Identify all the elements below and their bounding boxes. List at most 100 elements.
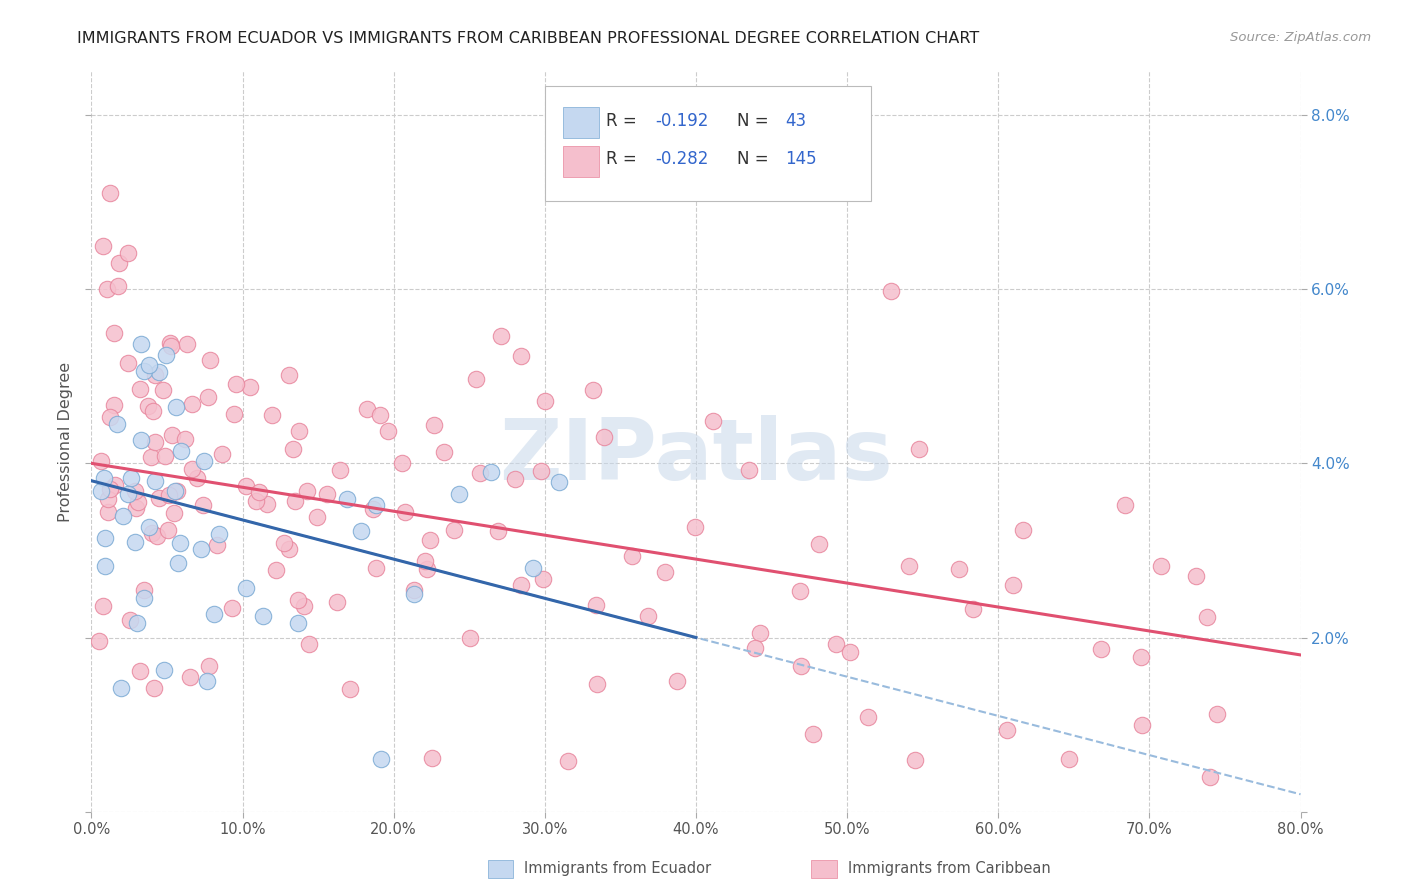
Point bbox=[117, 246, 139, 260]
Point bbox=[789, 584, 811, 599]
Point bbox=[190, 542, 212, 557]
Point bbox=[621, 549, 644, 564]
Point bbox=[239, 380, 262, 394]
Point bbox=[166, 483, 188, 498]
Point bbox=[132, 591, 155, 605]
Point bbox=[801, 727, 824, 741]
Point bbox=[117, 356, 139, 370]
Point bbox=[205, 538, 228, 552]
Point bbox=[364, 498, 387, 512]
Point bbox=[97, 491, 120, 506]
Point bbox=[202, 607, 225, 621]
Point bbox=[1114, 498, 1136, 512]
Point bbox=[186, 470, 208, 484]
Point bbox=[198, 352, 221, 367]
Point bbox=[138, 358, 160, 372]
Point bbox=[1012, 523, 1035, 537]
Point bbox=[370, 408, 392, 422]
Point bbox=[287, 593, 309, 607]
Point bbox=[585, 598, 607, 612]
Point bbox=[904, 753, 927, 767]
Point bbox=[103, 326, 125, 340]
Point bbox=[339, 682, 361, 697]
Point bbox=[962, 601, 984, 615]
Point bbox=[103, 398, 125, 412]
Point bbox=[143, 368, 166, 383]
Point bbox=[211, 447, 233, 461]
Point bbox=[443, 523, 465, 537]
Point bbox=[193, 453, 215, 467]
Point bbox=[132, 364, 155, 378]
Point bbox=[1090, 641, 1112, 656]
Y-axis label: Professional Degree: Professional Degree bbox=[58, 361, 73, 522]
Point bbox=[1130, 649, 1153, 664]
Text: Source: ZipAtlas.com: Source: ZipAtlas.com bbox=[1230, 31, 1371, 45]
FancyBboxPatch shape bbox=[544, 87, 872, 201]
Point bbox=[593, 430, 616, 444]
Point bbox=[90, 483, 112, 498]
Point bbox=[534, 394, 557, 409]
Point bbox=[394, 505, 416, 519]
Point bbox=[208, 527, 231, 541]
Point bbox=[117, 486, 139, 500]
Point bbox=[89, 633, 111, 648]
Point bbox=[195, 673, 218, 688]
Point bbox=[702, 414, 724, 428]
Point bbox=[105, 417, 128, 431]
Point bbox=[138, 399, 160, 413]
Point bbox=[1184, 569, 1206, 583]
Point bbox=[683, 519, 706, 533]
Point bbox=[305, 509, 328, 524]
Point bbox=[447, 487, 470, 501]
Point bbox=[97, 505, 120, 519]
Point bbox=[416, 562, 439, 576]
Point bbox=[548, 475, 571, 489]
Point bbox=[174, 432, 197, 446]
Point bbox=[129, 337, 152, 351]
Point bbox=[120, 613, 142, 627]
Point bbox=[165, 400, 187, 414]
Point bbox=[132, 583, 155, 598]
Point bbox=[316, 487, 339, 501]
Point bbox=[898, 558, 921, 573]
Text: -0.282: -0.282 bbox=[655, 151, 709, 169]
Point bbox=[152, 383, 174, 397]
Point bbox=[531, 572, 554, 586]
Point bbox=[503, 472, 526, 486]
Point bbox=[856, 710, 879, 724]
Point bbox=[181, 397, 204, 411]
Point bbox=[222, 408, 245, 422]
Point bbox=[468, 466, 491, 480]
Point bbox=[422, 417, 444, 432]
Point bbox=[256, 498, 278, 512]
Text: N =: N = bbox=[737, 112, 773, 130]
Text: Immigrants from Caribbean: Immigrants from Caribbean bbox=[848, 862, 1050, 876]
Point bbox=[530, 464, 553, 478]
Point bbox=[744, 641, 766, 656]
Point bbox=[402, 583, 425, 598]
Point bbox=[422, 751, 444, 765]
Point bbox=[247, 484, 270, 499]
Point bbox=[464, 371, 486, 385]
Point bbox=[522, 560, 544, 574]
Text: R =: R = bbox=[606, 151, 643, 169]
Point bbox=[839, 645, 862, 659]
Point bbox=[356, 402, 378, 417]
Text: 43: 43 bbox=[786, 112, 807, 130]
Text: IMMIGRANTS FROM ECUADOR VS IMMIGRANTS FROM CARIBBEAN PROFESSIONAL DEGREE CORRELA: IMMIGRANTS FROM ECUADOR VS IMMIGRANTS FR… bbox=[77, 31, 980, 46]
Point bbox=[129, 382, 152, 396]
Point bbox=[91, 599, 114, 613]
Point bbox=[370, 752, 392, 766]
Point bbox=[1150, 559, 1173, 574]
Point bbox=[489, 329, 512, 343]
Point bbox=[245, 493, 267, 508]
Point bbox=[350, 524, 373, 538]
Point bbox=[582, 383, 605, 397]
Point bbox=[176, 337, 198, 351]
Point bbox=[402, 587, 425, 601]
Point bbox=[129, 433, 152, 447]
Point bbox=[288, 424, 311, 438]
Point bbox=[107, 278, 129, 293]
Point bbox=[510, 578, 533, 592]
Point bbox=[1130, 717, 1153, 731]
